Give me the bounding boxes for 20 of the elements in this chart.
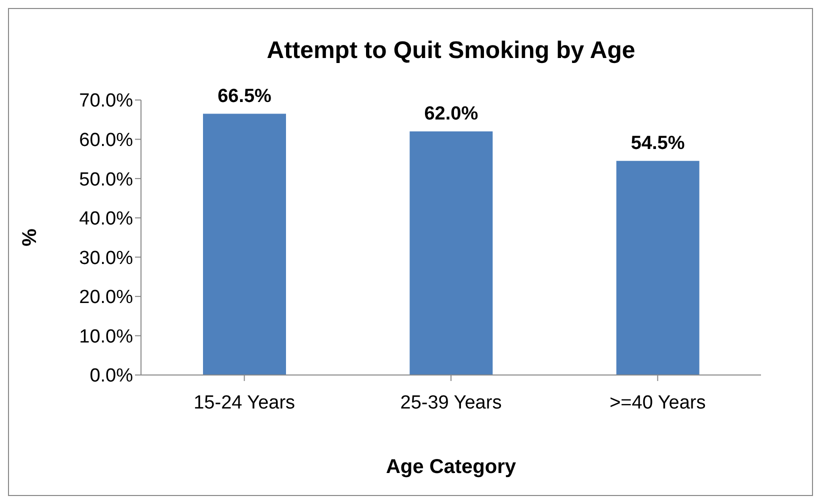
y-tick-label: 60.0% (79, 130, 134, 152)
y-tick-label: 50.0% (79, 169, 134, 190)
data-label: 66.5% (218, 86, 272, 107)
chart-title: Attempt to Quit Smoking by Age (266, 37, 636, 65)
y-tick-label: 40.0% (79, 208, 134, 230)
y-axis-title: % (19, 228, 42, 246)
y-tick-label: 70.0% (79, 90, 134, 112)
y-tick-label: 10.0% (79, 326, 134, 348)
bar (203, 114, 286, 375)
bar (616, 160, 700, 375)
y-tick-label: 20.0% (79, 287, 134, 308)
x-tick-label: >=40 Years (610, 392, 706, 414)
x-tick-label: 15-24 Years (194, 392, 296, 414)
x-tick-label: 25-39 Years (400, 392, 502, 414)
y-tick-label: 0.0% (90, 366, 134, 387)
data-label: 54.5% (630, 132, 685, 154)
bar (410, 131, 493, 375)
x-axis-title: Age Category (386, 456, 517, 478)
data-label: 62.0% (424, 103, 478, 124)
y-tick-label: 30.0% (79, 248, 134, 269)
